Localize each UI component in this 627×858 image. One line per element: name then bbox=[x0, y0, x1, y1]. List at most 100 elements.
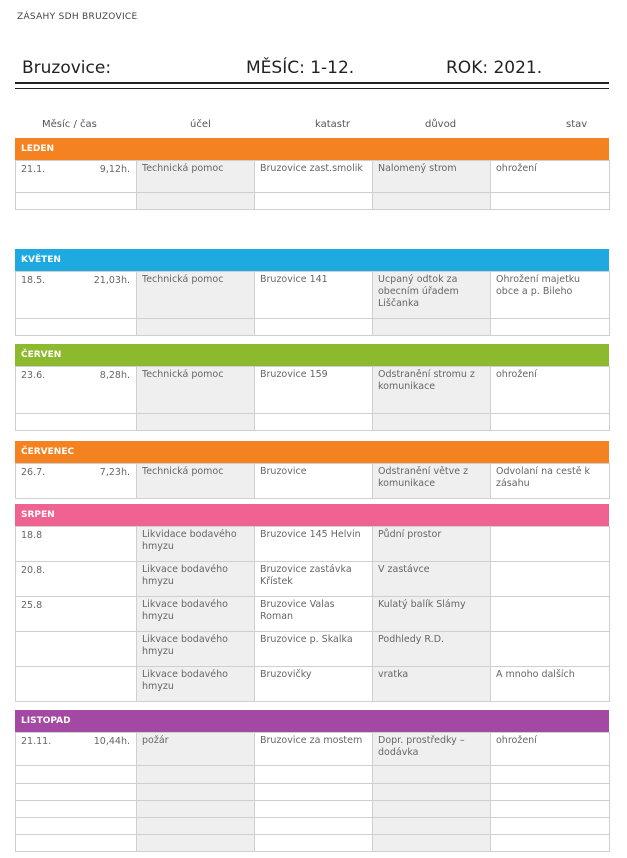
cell-date: 23.6. bbox=[21, 370, 46, 381]
cell-purpose: Technická pomoc bbox=[136, 366, 255, 414]
cell-reason bbox=[372, 783, 491, 801]
cell-time: 9,12h. bbox=[99, 164, 130, 175]
section-table: 21.11. 10,44h. požár Bruzovice za mostem Dop… bbox=[15, 732, 610, 852]
table-row: 23.6. 8,28h. Technická pomoc Bruzovice 159 O… bbox=[15, 366, 610, 414]
cell-reason: Podhledy R.D. bbox=[372, 631, 491, 667]
section-table: 18.5. 21,03h. Technická pomoc Bruzovice 141… bbox=[15, 271, 610, 336]
cell-state: ohrožení bbox=[490, 366, 610, 414]
cell-state bbox=[490, 192, 610, 210]
cell-purpose: Technická pomoc bbox=[136, 160, 255, 193]
cell-area: Bruzovice zast.smolik bbox=[254, 160, 373, 193]
cell-month-time bbox=[15, 413, 137, 431]
section-table: 18.8 Likvidace bodavého hmyzu Bruzovice 14… bbox=[15, 526, 610, 702]
table-row: 21.1. 9,12h. Technická pomoc Bruzovice zast… bbox=[15, 160, 610, 193]
cell-purpose bbox=[136, 783, 255, 801]
section-header-bar: LISTOPAD bbox=[15, 710, 609, 732]
section-listopad: LISTOPAD 21.11. 10,44h. požár Bruzovice za m… bbox=[15, 710, 610, 852]
table-row bbox=[15, 817, 610, 835]
cell-month-time: 20.8. bbox=[15, 561, 137, 597]
cell-area: Bruzovice p. Skalka bbox=[254, 631, 373, 667]
cell-reason bbox=[372, 834, 491, 852]
table-row: 18.5. 21,03h. Technická pomoc Bruzovice 141… bbox=[15, 271, 610, 319]
table-row: 25.8 Likvace bodavého hmyzu Bruzovice Vala… bbox=[15, 596, 610, 632]
cell-reason: Dopr. prostředky – dodávka bbox=[372, 732, 491, 766]
cell-state bbox=[490, 631, 610, 667]
cell-month-time bbox=[15, 765, 137, 784]
cell-purpose bbox=[136, 834, 255, 852]
cell-area bbox=[254, 783, 373, 801]
table-row: 20.8. Likvace bodavého hmyzu Bruzovice zas… bbox=[15, 561, 610, 597]
cell-month-time bbox=[15, 834, 137, 852]
cell-date: 25.8 bbox=[21, 600, 43, 611]
cell-date: 20.8. bbox=[21, 565, 46, 576]
cell-area: Bruzovice 159 bbox=[254, 366, 373, 414]
header-month: MĚSÍC: 1-12. bbox=[246, 58, 355, 78]
cell-month-time bbox=[15, 631, 137, 667]
cell-area bbox=[254, 800, 373, 818]
cell-state: Ohrožení majetku obce a p. Bileho bbox=[490, 271, 610, 319]
cell-state: ohrožení bbox=[490, 732, 610, 766]
cell-area bbox=[254, 413, 373, 431]
cell-purpose bbox=[136, 413, 255, 431]
table-row bbox=[15, 800, 610, 818]
cell-reason bbox=[372, 800, 491, 818]
cell-state bbox=[490, 765, 610, 784]
column-header-purpose: účel bbox=[190, 119, 211, 130]
cell-purpose: Likvace bodavého hmyzu bbox=[136, 666, 255, 702]
cell-state bbox=[490, 561, 610, 597]
section-table: 26.7. 7,23h. Technická pomoc Bruzovice Odstr… bbox=[15, 463, 610, 499]
cell-purpose: Technická pomoc bbox=[136, 271, 255, 319]
cell-month-time: 25.8 bbox=[15, 596, 137, 632]
cell-state bbox=[490, 318, 610, 336]
cell-month-time bbox=[15, 817, 137, 835]
table-row bbox=[15, 783, 610, 801]
cell-month-time: 26.7. 7,23h. bbox=[15, 463, 137, 499]
cell-date: 21.11. bbox=[21, 736, 52, 747]
cell-date: 18.5. bbox=[21, 275, 46, 286]
table-row: Likvace bodavého hmyzu Bruzovičky vratka A … bbox=[15, 666, 610, 702]
cell-purpose bbox=[136, 318, 255, 336]
table-row bbox=[15, 192, 610, 210]
section-červenec: ČERVENEC 26.7. 7,23h. Technická pomoc Bruzov… bbox=[15, 441, 610, 499]
cell-purpose: Likvidace bodavého hmyzu bbox=[136, 526, 255, 562]
cell-purpose: požár bbox=[136, 732, 255, 766]
cell-area bbox=[254, 192, 373, 210]
section-table: 23.6. 8,28h. Technická pomoc Bruzovice 159 O… bbox=[15, 366, 610, 431]
cell-state: A mnoho dalších bbox=[490, 666, 610, 702]
cell-month-time bbox=[15, 666, 137, 702]
cell-purpose: Likvace bodavého hmyzu bbox=[136, 596, 255, 632]
cell-date: 21.1. bbox=[21, 164, 46, 175]
cell-area bbox=[254, 817, 373, 835]
cell-area: Bruzovice Valas Roman bbox=[254, 596, 373, 632]
column-header-month-time: Měsíc / čas bbox=[42, 119, 97, 130]
cell-area bbox=[254, 834, 373, 852]
cell-state bbox=[490, 800, 610, 818]
section-leden: LEDEN 21.1. 9,12h. Technická pomoc Bruzovice… bbox=[15, 138, 610, 210]
table-row bbox=[15, 834, 610, 852]
cell-reason: Odstranění větve z komunikace bbox=[372, 463, 491, 499]
cell-area bbox=[254, 765, 373, 784]
cell-date: 26.7. bbox=[21, 467, 46, 478]
cell-month-time bbox=[15, 192, 137, 210]
cell-area: Bruzovice zastávka Křístek bbox=[254, 561, 373, 597]
section-table: 21.1. 9,12h. Technická pomoc Bruzovice zast… bbox=[15, 160, 610, 210]
cell-area: Bruzovice 145 Helvin bbox=[254, 526, 373, 562]
table-row: 26.7. 7,23h. Technická pomoc Bruzovice Odstr… bbox=[15, 463, 610, 499]
cell-reason: Odstranění stromu z komunikace bbox=[372, 366, 491, 414]
cell-state bbox=[490, 817, 610, 835]
cell-reason bbox=[372, 817, 491, 835]
cell-state bbox=[490, 783, 610, 801]
cell-reason: Ucpaný odtok za obecním úřadem Liščanka bbox=[372, 271, 491, 319]
cell-time: 8,28h. bbox=[99, 370, 130, 381]
table-row: 21.11. 10,44h. požár Bruzovice za mostem Dop… bbox=[15, 732, 610, 766]
section-header-bar: ČERVEN bbox=[15, 344, 609, 366]
cell-state: Odvolaní na cestě k zásahu bbox=[490, 463, 610, 499]
cell-month-time: 23.6. 8,28h. bbox=[15, 366, 137, 414]
section-srpen: SRPEN 18.8 Likvidace bodavého hmyzu Bruzovi… bbox=[15, 504, 610, 702]
cell-date: 18.8 bbox=[21, 530, 43, 541]
header-location: Bruzovice: bbox=[22, 58, 112, 78]
table-row bbox=[15, 413, 610, 431]
cell-month-time bbox=[15, 318, 137, 336]
cell-purpose bbox=[136, 800, 255, 818]
cell-reason bbox=[372, 765, 491, 784]
